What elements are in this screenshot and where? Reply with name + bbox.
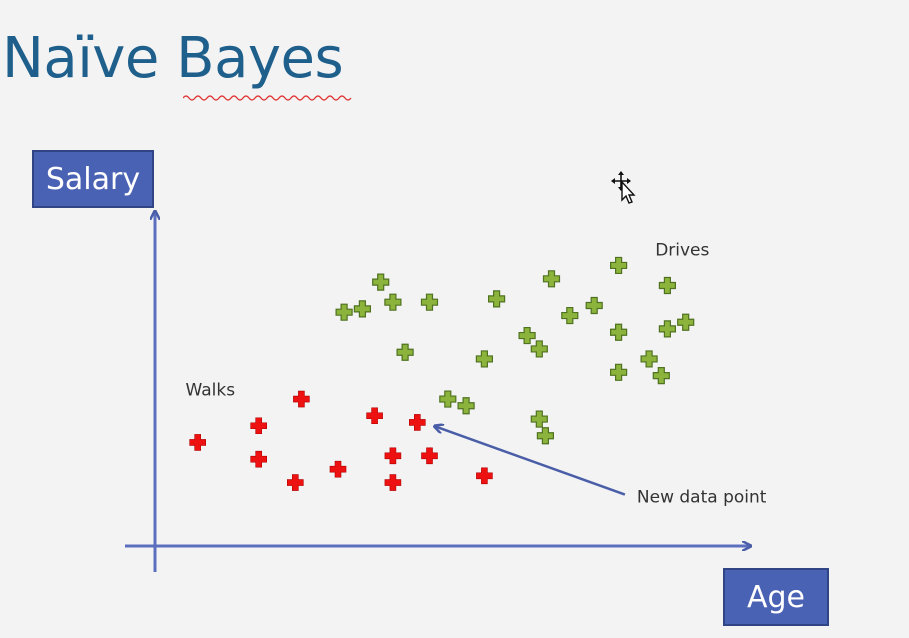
drives-point xyxy=(542,270,561,288)
slide-title: Naïve Bayes xyxy=(2,26,344,91)
drives-point xyxy=(658,276,676,295)
drives-point xyxy=(585,296,603,315)
drives-point xyxy=(335,303,353,321)
annotation-walks: Walks xyxy=(186,381,236,401)
drives-point xyxy=(488,290,506,308)
walks-point xyxy=(189,434,206,451)
walks-point xyxy=(250,417,267,435)
drives-point xyxy=(384,293,402,311)
walks-point xyxy=(250,450,267,468)
walks-point xyxy=(409,414,426,431)
drives-point xyxy=(640,350,658,368)
spellcheck-underline xyxy=(183,95,352,101)
walks-point xyxy=(421,447,438,465)
drives-point xyxy=(372,273,390,291)
drives-point xyxy=(475,350,493,368)
walks-point xyxy=(329,460,347,478)
drives-point xyxy=(518,326,536,345)
drives-point xyxy=(658,320,676,338)
drives-point xyxy=(677,313,695,331)
annotation-new-data-point: New data point xyxy=(637,488,767,508)
drives-point xyxy=(353,300,371,318)
walks-point xyxy=(384,474,402,491)
drives-point xyxy=(610,256,628,275)
drives-point xyxy=(561,306,579,325)
drives-point xyxy=(420,293,439,311)
walks-point xyxy=(287,474,304,491)
walks-point xyxy=(384,447,402,465)
drives-point xyxy=(396,343,414,361)
drives-point xyxy=(530,340,548,358)
drives-point xyxy=(457,397,475,415)
y-axis-label: Salary xyxy=(32,150,154,208)
annotation-drives: Drives xyxy=(655,240,709,260)
walks-point xyxy=(366,407,383,425)
x-axis-label: Age xyxy=(723,568,829,626)
move-cursor-icon xyxy=(611,171,636,204)
drives-point xyxy=(536,427,554,445)
drives-point xyxy=(652,367,670,385)
drives-point xyxy=(439,390,457,408)
drives-point xyxy=(530,410,548,428)
drives-point xyxy=(610,323,628,341)
drives-point xyxy=(610,363,628,381)
new-data-point-arrow xyxy=(435,426,626,496)
walks-point xyxy=(476,467,493,485)
walks-point xyxy=(293,390,310,408)
